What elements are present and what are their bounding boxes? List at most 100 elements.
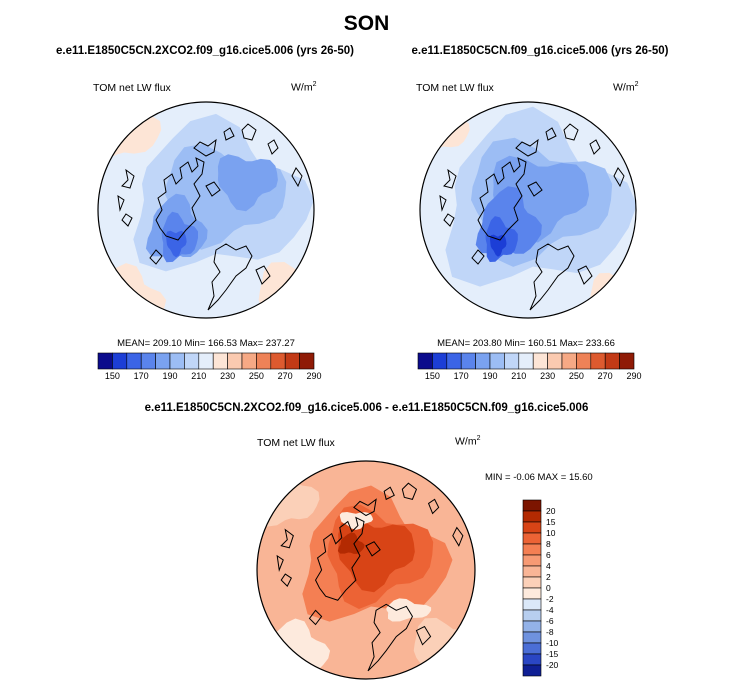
colorbar-tick-label: -20 xyxy=(546,660,559,670)
coastline xyxy=(276,482,464,672)
colorbar-tick-label: 230 xyxy=(540,371,556,381)
colorbar-box xyxy=(576,352,592,370)
colorbar-box xyxy=(522,576,542,589)
colorbar-tick-label: 20 xyxy=(546,506,556,516)
coastline-segment xyxy=(205,167,303,197)
coastline-segment xyxy=(439,168,457,227)
panel-1-stats: MEAN= 209.10 Min= 166.53 Max= 237.27 xyxy=(117,338,295,349)
panel-3-polar-map xyxy=(256,460,476,680)
colorbar-box xyxy=(522,653,542,666)
colorbar-box xyxy=(198,352,214,370)
panel-1-colorbar xyxy=(97,352,315,370)
colorbar-tick-label: 290 xyxy=(306,371,322,381)
map-boundary xyxy=(419,101,637,319)
coastline-segment xyxy=(353,486,395,517)
colorbar-box xyxy=(504,352,520,370)
colorbar-tick-label: 250 xyxy=(248,371,264,381)
colorbar-box xyxy=(227,352,243,370)
colorbar-tick-label: 6 xyxy=(546,550,551,560)
coastline-segment xyxy=(365,526,464,557)
coastline-segment xyxy=(563,123,601,155)
panel-2-units-base: W/m xyxy=(613,81,635,94)
colorbar-tick-label: 210 xyxy=(511,371,527,381)
panel-1-title: e.e11.E1850C5CN.2XCO2.f09_g16.cice5.006 … xyxy=(56,45,354,57)
colorbar-box xyxy=(522,532,542,545)
colorbar-box xyxy=(155,352,171,370)
map-field-contour xyxy=(258,262,314,318)
colorbar-tick-label: 4 xyxy=(546,561,551,571)
panel-1-units-exponent: 2 xyxy=(312,81,317,88)
colorbar-tick-label: -15 xyxy=(546,649,559,659)
colorbar-box xyxy=(522,543,542,556)
panel-1-variable-label: TOM net LW flux xyxy=(93,82,171,94)
colorbar-tick-label: 250 xyxy=(568,371,584,381)
colorbar-box xyxy=(522,554,542,567)
panel-3-units-exponent: 2 xyxy=(476,435,481,442)
colorbar-box xyxy=(522,664,542,677)
colorbar-tick-label: 10 xyxy=(546,528,556,538)
colorbar-tick-label: -10 xyxy=(546,638,559,648)
coastline-segment xyxy=(117,168,135,227)
coastline-segment xyxy=(155,157,205,241)
panel-3-stats: MIN = -0.06 MAX = 15.60 xyxy=(485,472,593,483)
map-field-contour xyxy=(589,272,636,318)
figure-title: SON xyxy=(343,12,390,35)
panel-2-colorbar-ticks: 150 170 190 210 230 250 270 290 xyxy=(418,371,642,383)
colorbar-box xyxy=(489,352,505,370)
colorbar-box xyxy=(522,565,542,578)
colorbar-box xyxy=(284,352,300,370)
colorbar-box xyxy=(299,352,315,370)
colorbar-box xyxy=(590,352,606,370)
colorbar-box xyxy=(619,352,635,370)
panel-2-colorbar xyxy=(417,352,635,370)
colorbar-box xyxy=(169,352,185,370)
colorbar-box xyxy=(126,352,142,370)
colorbar-box xyxy=(460,352,476,370)
colorbar-tick-label: 270 xyxy=(277,371,293,381)
colorbar-box xyxy=(417,352,433,370)
colorbar-box xyxy=(475,352,491,370)
coastline-segment xyxy=(193,127,235,157)
colorbar-tick-label: 150 xyxy=(424,371,440,381)
colorbar-tick-label: -4 xyxy=(546,605,554,615)
panel-1-colorbar-ticks: 150 170 190 210 230 250 270 290 xyxy=(98,371,322,383)
colorbar-tick-label: 190 xyxy=(162,371,178,381)
colorbar-box xyxy=(446,352,462,370)
colorbar-box xyxy=(547,352,563,370)
panel-2-units: W/m2 xyxy=(613,81,638,94)
colorbar-tick-label: -2 xyxy=(546,594,554,604)
colorbar-box xyxy=(522,609,542,622)
panel-3-variable-label: TOM net LW flux xyxy=(257,437,335,449)
colorbar-box xyxy=(522,642,542,655)
colorbar-box xyxy=(518,352,534,370)
panel-3-units: W/m2 xyxy=(455,435,480,448)
coastline-segment xyxy=(515,127,557,157)
colorbar-tick-label: 8 xyxy=(546,539,551,549)
colorbar-box xyxy=(432,352,448,370)
colorbar-box xyxy=(140,352,156,370)
colorbar-box xyxy=(184,352,200,370)
panel-1-units: W/m2 xyxy=(291,81,316,94)
colorbar-tick-label: 150 xyxy=(104,371,120,381)
panel-2-variable-label: TOM net LW flux xyxy=(416,82,494,94)
coastline-segment xyxy=(471,249,593,285)
panel-2-stats: MEAN= 203.80 Min= 160.51 Max= 233.66 xyxy=(437,338,615,349)
coastline-segment xyxy=(207,243,253,311)
colorbar-tick-label: 230 xyxy=(220,371,236,381)
colorbar-box xyxy=(604,352,620,370)
map-boundary xyxy=(97,101,315,319)
colorbar-box xyxy=(270,352,286,370)
coastline xyxy=(117,123,303,311)
map-field-contour xyxy=(338,518,415,593)
coastline-segment xyxy=(527,167,625,197)
colorbar-box xyxy=(97,352,113,370)
panel-1-polar-map xyxy=(97,101,315,319)
coastline-segment xyxy=(367,603,413,672)
colorbar-box xyxy=(522,499,542,512)
panel-2-polar-map xyxy=(419,101,637,319)
colorbar-box xyxy=(532,352,548,370)
colorbar-tick-label: -8 xyxy=(546,627,554,637)
colorbar-box xyxy=(522,631,542,644)
coastline-segment xyxy=(276,528,294,587)
coastline-segment xyxy=(529,243,575,311)
